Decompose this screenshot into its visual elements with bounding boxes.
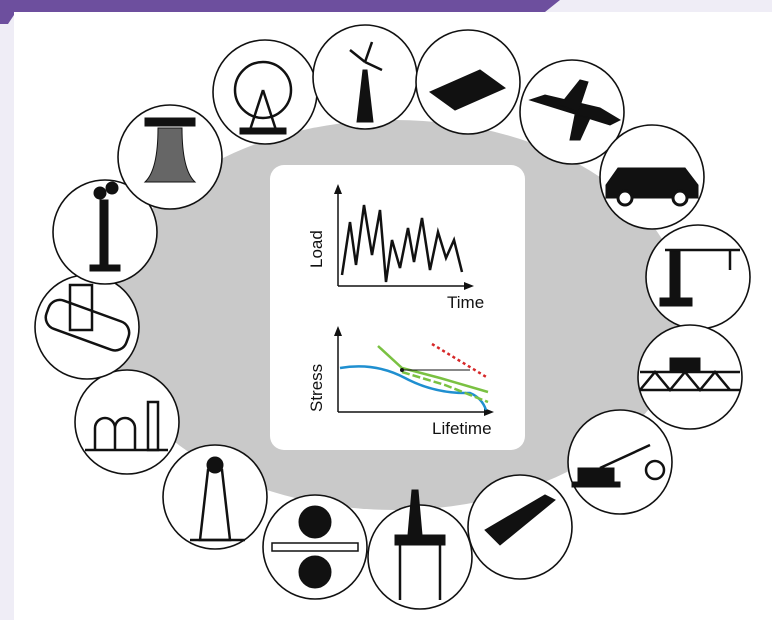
bridge — [637, 324, 743, 430]
wind-turbine — [312, 24, 418, 130]
chimney — [52, 179, 158, 285]
liberty-bell — [117, 104, 223, 210]
microchip — [415, 29, 521, 135]
y-label: Load — [307, 230, 326, 268]
x-label: Lifetime — [432, 419, 492, 438]
excavator — [567, 409, 673, 515]
ship — [467, 474, 573, 580]
corner-band — [0, 12, 16, 24]
car — [599, 124, 705, 230]
top-band — [0, 0, 560, 12]
bottom-plot: Stress Lifetime — [307, 326, 494, 438]
top-plot: Load Time — [307, 184, 484, 312]
x-label: Time — [447, 293, 484, 312]
crane — [645, 224, 751, 330]
center-panel — [270, 165, 525, 450]
ferris-wheel — [212, 39, 318, 145]
mine-tower — [162, 444, 268, 550]
oil-rig — [367, 489, 473, 610]
pipe-joint — [34, 274, 140, 380]
factory — [74, 369, 180, 475]
rolling-mill — [262, 494, 368, 600]
airplane — [519, 59, 625, 165]
y-label: Stress — [307, 364, 326, 412]
